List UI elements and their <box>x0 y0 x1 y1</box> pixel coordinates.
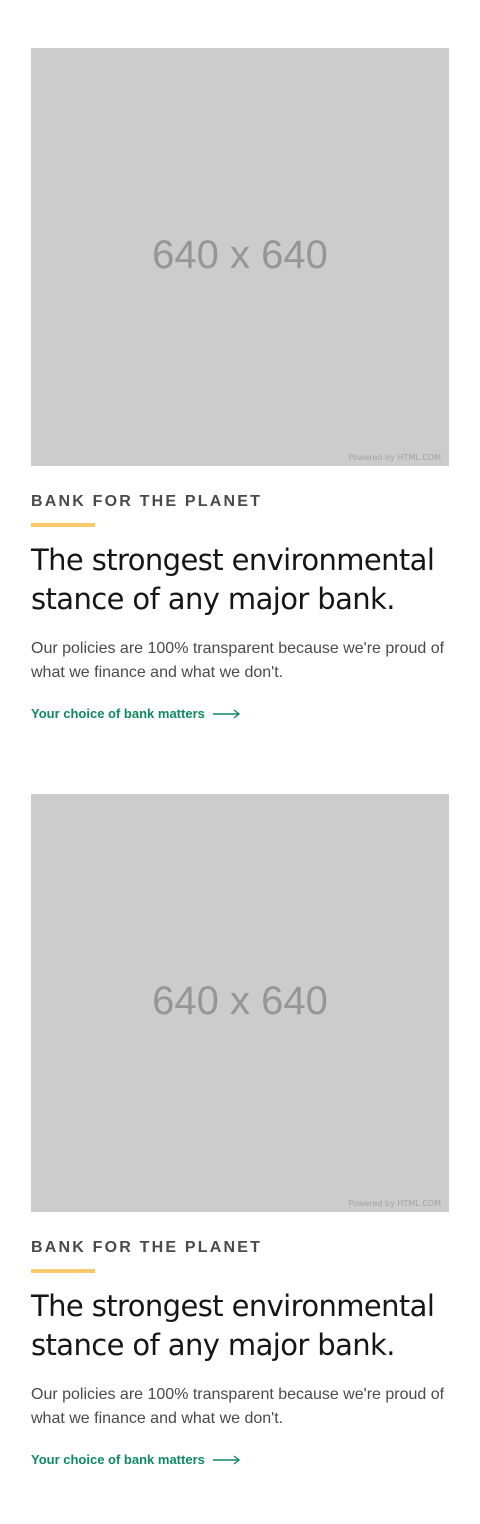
powered-by-label: Powered by HTML.COM <box>348 1199 442 1208</box>
arrow-right-icon <box>212 1454 240 1465</box>
card-headline: The strongest environmental stance of an… <box>31 543 435 616</box>
eyebrow-label: BANK FOR THE PLANET <box>31 1239 263 1256</box>
eyebrow-label: BANK FOR THE PLANET <box>31 493 263 510</box>
cta-link[interactable]: Your choice of bank matters <box>31 706 449 721</box>
card-body-text: Our policies are 100% transparent becaus… <box>31 640 445 681</box>
feature-card: 640 x 640 Powered by HTML.COM BANK FOR T… <box>31 794 449 1467</box>
feature-card: 640 x 640 Powered by HTML.COM BANK FOR T… <box>31 48 449 721</box>
arrow-right-icon <box>212 708 240 719</box>
card-body-text: Our policies are 100% transparent becaus… <box>31 1386 445 1427</box>
cta-link-label: Your choice of bank matters <box>31 706 205 721</box>
cta-link[interactable]: Your choice of bank matters <box>31 1452 449 1467</box>
cta-link-label: Your choice of bank matters <box>31 1452 205 1467</box>
powered-by-label: Powered by HTML.COM <box>348 453 442 462</box>
accent-divider <box>31 1269 95 1273</box>
card-headline: The strongest environmental stance of an… <box>31 1289 435 1362</box>
placeholder-image: 640 x 640 Powered by HTML.COM <box>31 48 449 466</box>
placeholder-image-label: 640 x 640 <box>152 232 328 277</box>
placeholder-image: 640 x 640 Powered by HTML.COM <box>31 794 449 1212</box>
accent-divider <box>31 523 95 527</box>
placeholder-image-label: 640 x 640 <box>152 978 328 1023</box>
